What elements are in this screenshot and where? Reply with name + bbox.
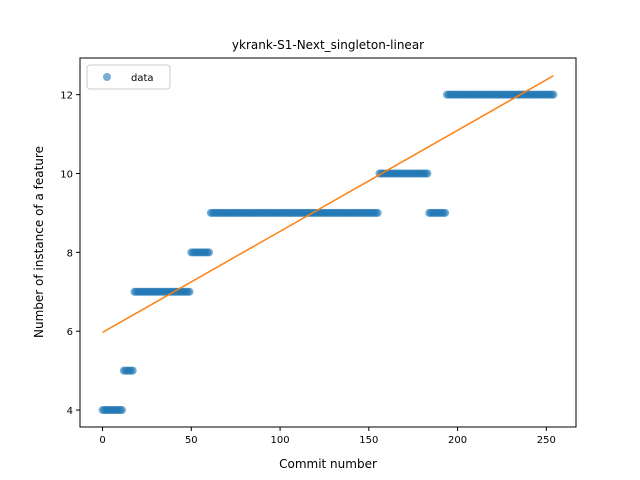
y-tick-label: 8 (67, 248, 73, 259)
x-axis-ticks: 0 50 100 150 200 250 (99, 427, 556, 446)
fit-line (102, 75, 554, 334)
y-tick-label: 4 (67, 406, 73, 417)
legend-label: data (131, 73, 154, 84)
legend-box (86, 64, 171, 90)
y-axis-label: Number of instance of a feature (32, 146, 46, 338)
y-tick-label: 10 (60, 170, 73, 181)
x-tick-label: 150 (359, 435, 378, 446)
legend: data (86, 64, 171, 90)
x-tick-label: 200 (448, 435, 467, 446)
data-point (373, 208, 382, 217)
data-point (118, 406, 127, 415)
data-point (549, 90, 558, 99)
x-tick-label: 100 (271, 435, 290, 446)
data-point (128, 366, 137, 375)
plot-frame (79, 57, 577, 428)
data-points (98, 90, 558, 415)
y-tick-label: 12 (60, 91, 73, 102)
x-axis-label: Commit number (279, 457, 377, 471)
data-point (441, 208, 450, 217)
fit-line-layer (102, 75, 554, 334)
y-axis-ticks: 4 6 8 10 12 (60, 91, 80, 417)
x-tick-label: 0 (99, 435, 105, 446)
y-tick-label: 6 (67, 327, 73, 338)
data-point (185, 287, 194, 296)
data-point (423, 169, 432, 178)
data-point (205, 248, 214, 257)
x-tick-label: 50 (185, 435, 198, 446)
chart-title: ykrank-S1-Next_singleton-linear (232, 38, 424, 52)
legend-marker (103, 73, 111, 81)
x-tick-label: 250 (537, 435, 556, 446)
